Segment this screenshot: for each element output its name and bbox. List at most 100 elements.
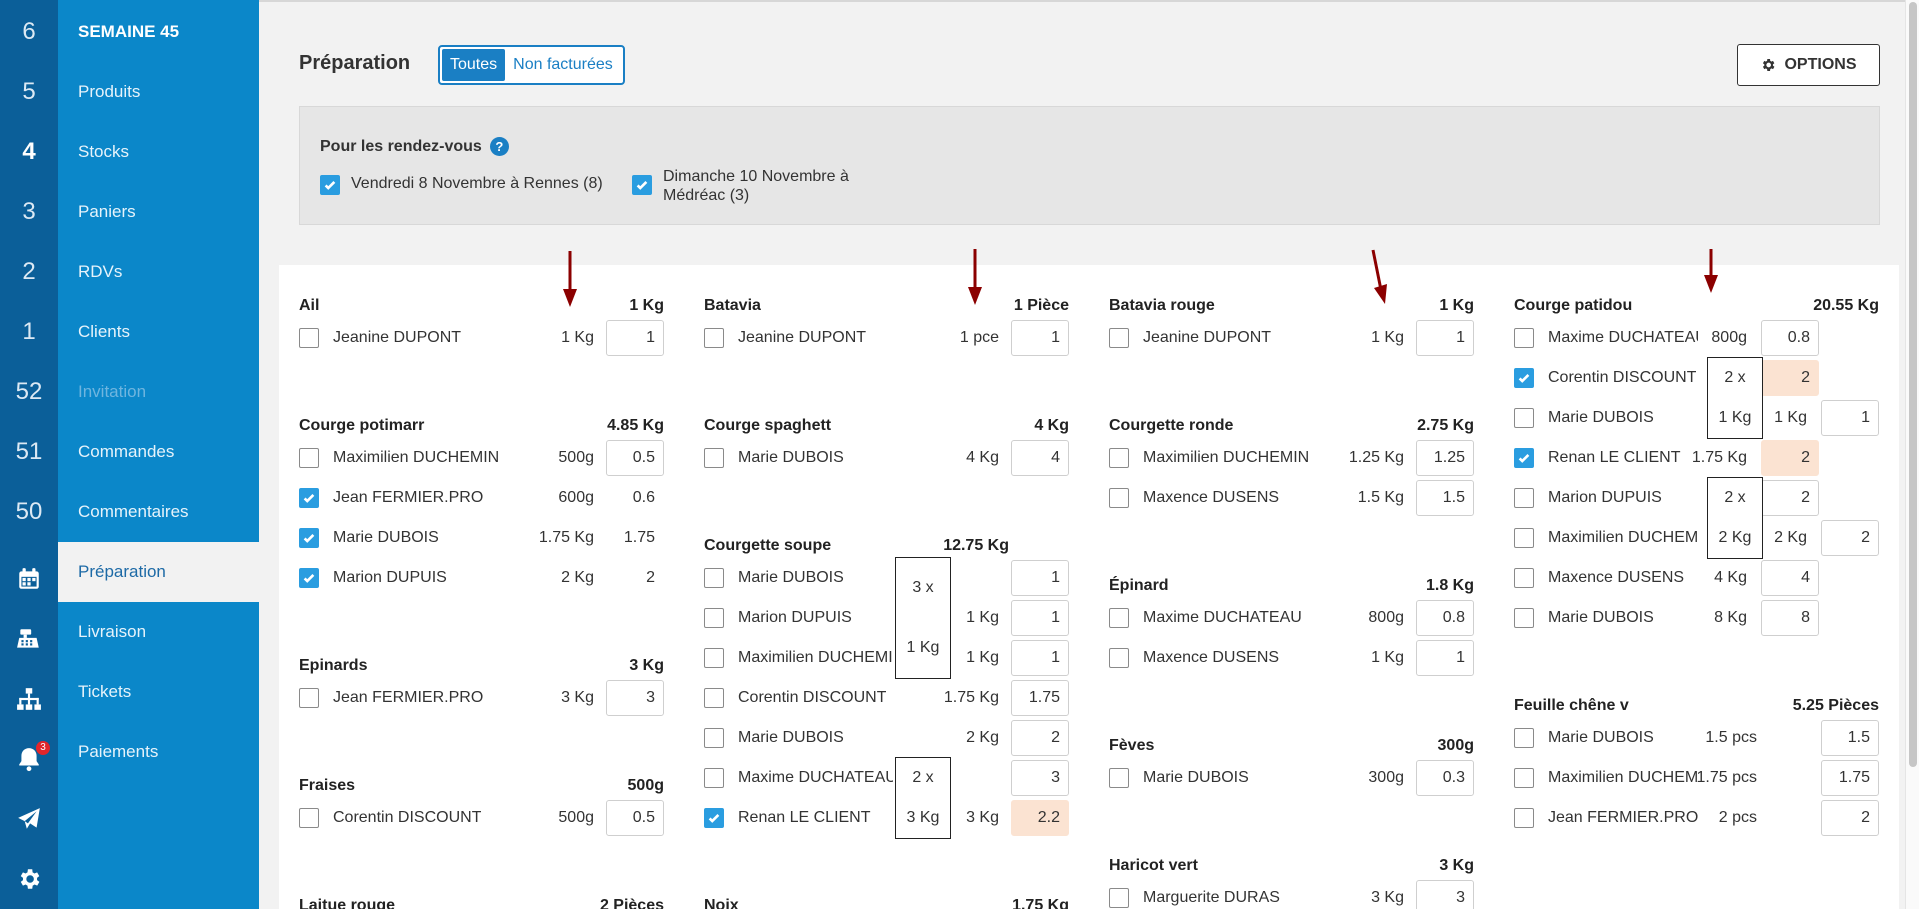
checkbox[interactable] [704,328,724,348]
checkbox[interactable] [1514,568,1534,588]
checkbox[interactable] [704,648,724,668]
sidebar-item-commentaires[interactable]: Commentaires [78,502,189,521]
rdv-checkbox-medreac[interactable]: Dimanche 10 Novembre à Médréac (3) [632,167,849,205]
cash-register-icon[interactable] [0,609,58,669]
client-row[interactable]: Maxime DUCHATEAU 3 [704,759,1069,797]
rail-week-51[interactable]: 51 [15,438,43,465]
checkbox[interactable] [299,328,319,348]
client-row[interactable]: Jean FERMIER.PRO 600g 0.6 [299,479,664,517]
checkbox[interactable] [299,808,319,828]
rail-week-50[interactable]: 50 [15,498,43,525]
sidebar-item-invitation[interactable]: Invitation [78,382,147,401]
checkbox-checked-icon[interactable] [1514,368,1534,388]
sidebar-item-stocks[interactable]: Stocks [78,142,130,161]
prepared-quantity-input[interactable]: 3 [606,680,664,716]
rail-week-4[interactable]: 4 [22,138,36,165]
options-button[interactable]: OPTIONS [1737,44,1880,86]
prepared-quantity-input[interactable]: 0.6 [632,489,655,506]
checkbox-checked-icon[interactable] [320,175,340,195]
sidebar-item-commandes[interactable]: Commandes [78,442,175,461]
client-row[interactable]: Maxime DUCHATEAU 800g 0.8 [1514,319,1879,357]
checkbox-checked-icon[interactable] [1514,448,1534,468]
checkbox[interactable] [704,728,724,748]
prepared-quantity-input[interactable]: 4 [1011,440,1069,476]
prepared-quantity-input[interactable]: 8 [1761,600,1819,636]
help-icon[interactable]: ? [489,137,509,156]
checkbox[interactable] [1514,608,1534,628]
rail-week-5[interactable]: 5 [22,78,36,105]
client-row[interactable]: Marie DUBOIS 4 Kg 4 [704,439,1069,477]
prepared-quantity-input[interactable]: 2 [1011,720,1069,756]
calendar-icon[interactable] [0,549,58,609]
client-row[interactable]: Marion DUPUIS 1 Kg 1 [704,599,1069,637]
client-row[interactable]: Corentin DISCOUNT 2 [1514,359,1879,397]
paper-plane-icon[interactable] [0,789,58,849]
prepared-quantity-input[interactable]: 2 [646,569,655,586]
gear-icon[interactable] [0,849,58,909]
filter-unbilled-button[interactable]: Non facturées [513,56,613,73]
sidebar-item-paniers[interactable]: Paniers [78,202,136,221]
prepared-quantity-input[interactable]: 2 [1821,520,1879,556]
rail-week-1[interactable]: 1 [22,318,36,345]
scrollbar[interactable] [1905,0,1919,909]
client-row[interactable]: Marie DUBOIS 1 [704,559,1069,597]
sidebar-item-preparation[interactable]: Préparation [58,542,259,602]
checkbox[interactable] [704,688,724,708]
client-row[interactable]: Maximilien DUCHEMIN 1.75 pcs 1.75 [1514,759,1879,797]
prepared-quantity-input[interactable]: 1.5 [1821,720,1879,756]
prepared-quantity-input[interactable]: 4 [1761,560,1819,596]
client-row[interactable]: Corentin DISCOUNT 1.75 Kg 1.75 [704,679,1069,717]
client-row[interactable]: Jean FERMIER.PRO 2 pcs 2 [1514,799,1879,837]
checkbox[interactable] [1109,448,1129,468]
filter-all-button[interactable]: Toutes [442,49,506,81]
client-row[interactable]: Jeanine DUPONT 1 pce 1 [704,319,1069,357]
prepared-quantity-input[interactable]: 1 [1416,640,1474,676]
checkbox[interactable] [1109,768,1129,788]
client-row[interactable]: Jeanine DUPONT 1 Kg 1 [299,319,664,357]
sidebar-item-produits[interactable]: Produits [78,82,141,101]
prepared-quantity-input[interactable]: 0.3 [1416,760,1474,796]
prepared-quantity-input[interactable]: 1 [1416,320,1474,356]
checkbox[interactable] [1514,728,1534,748]
rail-week-52[interactable]: 52 [15,378,43,405]
checkbox[interactable] [704,448,724,468]
checkbox-checked-icon[interactable] [632,175,652,195]
client-row[interactable]: Marie DUBOIS 1 Kg 1 [1514,399,1879,437]
client-row[interactable]: Marie DUBOIS 300g 0.3 [1109,759,1474,797]
checkbox[interactable] [1514,528,1534,548]
checkbox[interactable] [704,768,724,788]
sidebar-item-clients[interactable]: Clients [78,322,130,341]
client-row[interactable]: Renan LE CLIENT 1.75 Kg 2 [1514,439,1879,477]
prepared-quantity-input[interactable]: 1 [1011,320,1069,356]
client-row[interactable]: Marie DUBOIS 1.5 pcs 1.5 [1514,719,1879,757]
prepared-quantity-input[interactable]: 1.25 [1416,440,1474,476]
checkbox[interactable] [1109,888,1129,908]
client-row[interactable]: Corentin DISCOUNT 500g 0.5 [299,799,664,837]
prepared-quantity-input[interactable]: 2 [1761,440,1819,476]
checkbox-checked-icon[interactable] [299,568,319,588]
client-row[interactable]: Maximilien DUCHEMIN 1.25 Kg 1.25 [1109,439,1474,477]
client-row[interactable]: Maxence DUSENS 1.5 Kg 1.5 [1109,479,1474,517]
checkbox[interactable] [704,608,724,628]
sidebar-item-rdvs[interactable]: RDVs [78,262,123,281]
client-row[interactable]: Jean FERMIER.PRO 3 Kg 3 [299,679,664,717]
checkbox-checked-icon[interactable] [299,528,319,548]
prepared-quantity-input[interactable]: 1 [606,320,664,356]
sidebar-item-paiements[interactable]: Paiements [78,742,159,761]
checkbox[interactable] [1514,808,1534,828]
client-row[interactable]: Jeanine DUPONT 1 Kg 1 [1109,319,1474,357]
client-row[interactable]: Maximilien DUCHEMIN 500g 0.5 [299,439,664,477]
prepared-quantity-input[interactable]: 2 [1761,360,1819,396]
rail-week-3[interactable]: 3 [22,198,36,225]
checkbox[interactable] [1109,608,1129,628]
prepared-quantity-input[interactable]: 1 [1011,600,1069,636]
checkbox-checked-icon[interactable] [704,808,724,828]
checkbox[interactable] [1109,488,1129,508]
prepared-quantity-input[interactable]: 2 [1761,480,1819,516]
checkbox[interactable] [704,568,724,588]
sitemap-icon[interactable] [0,669,58,729]
rdv-checkbox-rennes[interactable]: Vendredi 8 Novembre à Rennes (8) [320,175,603,195]
prepared-quantity-input[interactable]: 0.5 [606,800,664,836]
prepared-quantity-input[interactable]: 1 [1011,560,1069,596]
checkbox[interactable] [1109,648,1129,668]
